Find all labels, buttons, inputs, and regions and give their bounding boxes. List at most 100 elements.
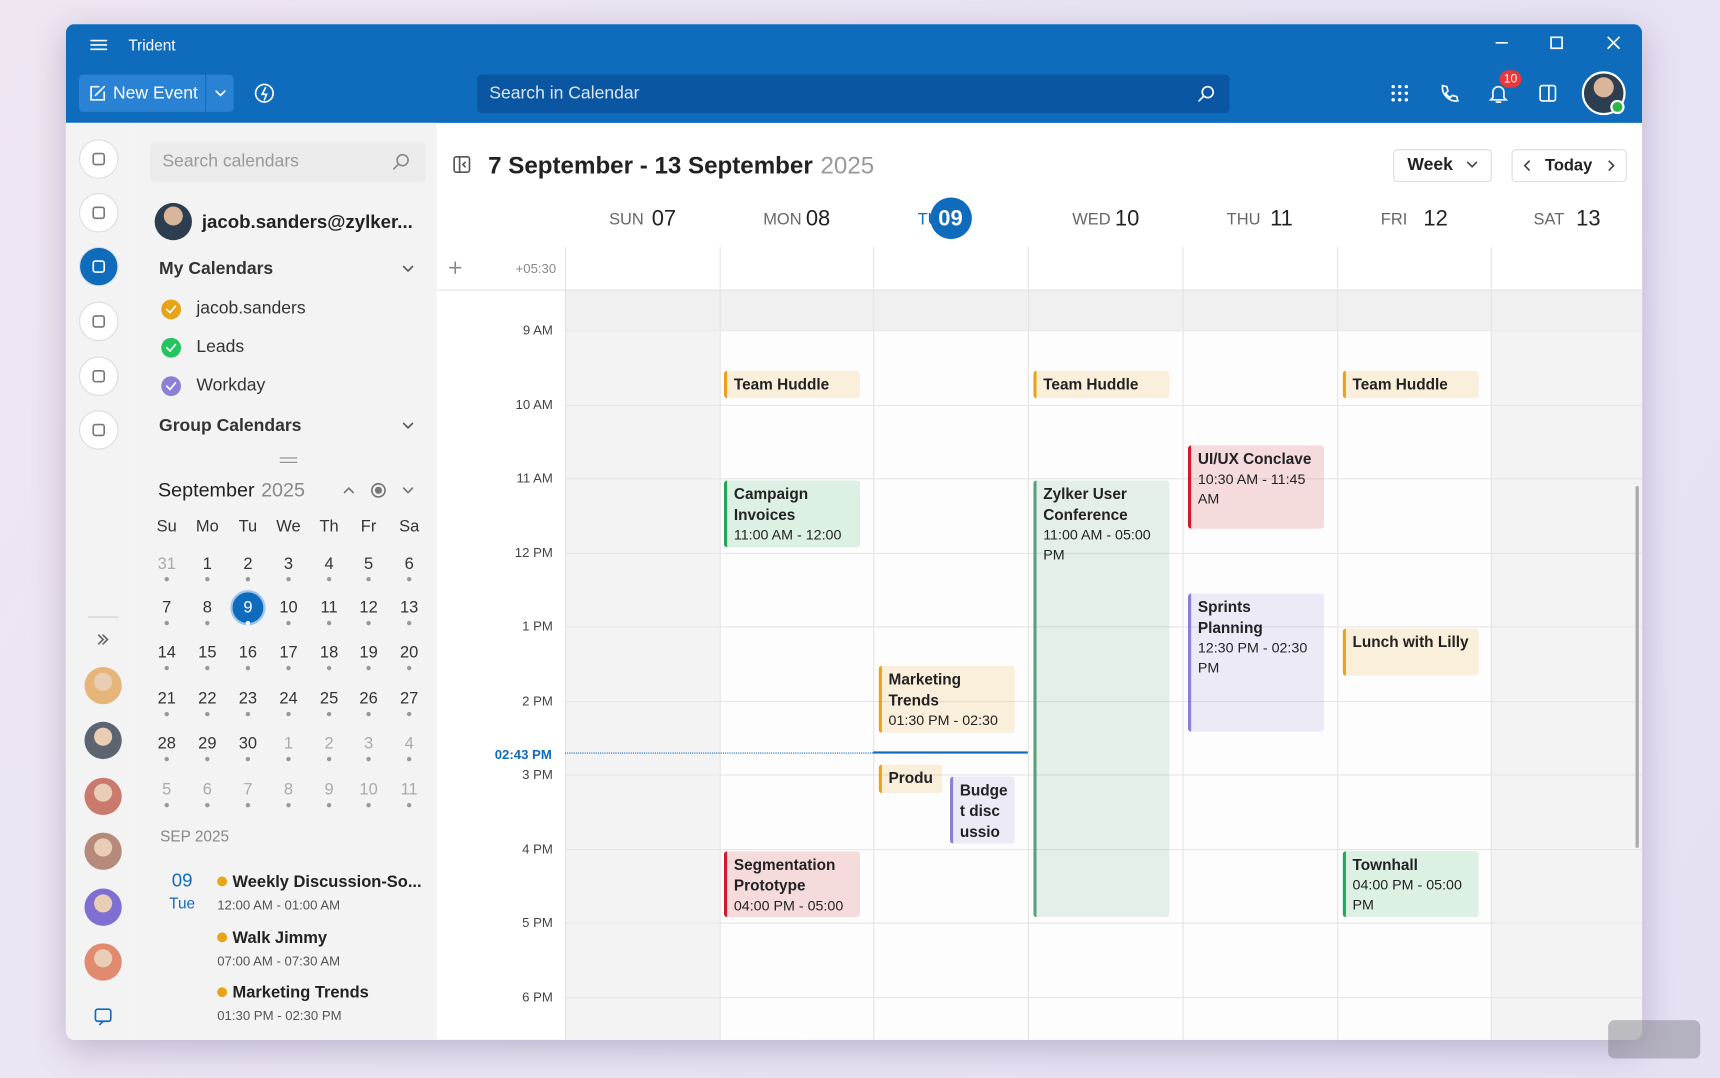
mini-day[interactable]: 23: [238, 689, 258, 709]
resize-handle[interactable]: [279, 457, 298, 463]
quick-action-button[interactable]: [252, 81, 276, 105]
new-event-dropdown[interactable]: [206, 74, 234, 112]
day-date[interactable]: 13: [1576, 206, 1601, 231]
mini-day[interactable]: 13: [400, 598, 419, 618]
mini-day[interactable]: 28: [157, 734, 176, 754]
minimize-button[interactable]: [1490, 31, 1514, 55]
event[interactable]: Townhall 04:00 PM - 05:00 PM: [1342, 851, 1479, 918]
event[interactable]: Budget discussion: [949, 776, 1015, 844]
panel-button[interactable]: [1536, 81, 1560, 105]
mini-day[interactable]: 29: [198, 734, 217, 754]
contact-avatar[interactable]: [84, 722, 122, 760]
mini-day[interactable]: 7: [162, 598, 172, 618]
group-calendars-toggle[interactable]: [396, 414, 420, 438]
mini-day[interactable]: 22: [198, 689, 217, 709]
mini-day[interactable]: 20: [400, 643, 419, 663]
mini-day[interactable]: 21: [157, 689, 176, 709]
next-week-button[interactable]: [1599, 154, 1623, 178]
close-button[interactable]: [1602, 31, 1626, 55]
apps-button[interactable]: [1388, 81, 1412, 105]
mini-day[interactable]: 3: [363, 734, 374, 754]
rail-button[interactable]: [78, 301, 119, 342]
my-calendars-toggle[interactable]: [396, 257, 420, 281]
calendar-search-box[interactable]: [150, 142, 426, 183]
mini-day[interactable]: 30: [238, 734, 258, 754]
agenda-title[interactable]: Marketing Trends: [232, 983, 369, 1003]
mini-day[interactable]: 11: [320, 598, 338, 618]
my-calendars-heading[interactable]: My Calendars: [159, 259, 274, 279]
mini-day[interactable]: 25: [319, 689, 339, 709]
mini-day[interactable]: 27: [400, 689, 419, 709]
overlay-control[interactable]: [1608, 1020, 1701, 1059]
search-icon[interactable]: [1195, 81, 1219, 105]
calendar-checkbox[interactable]: [161, 299, 181, 320]
mini-day[interactable]: 8: [202, 598, 212, 618]
contact-avatar[interactable]: [84, 943, 122, 981]
mini-today[interactable]: [366, 478, 390, 502]
mini-day[interactable]: 4: [324, 554, 334, 574]
new-event-button[interactable]: [78, 74, 206, 112]
agenda-title[interactable]: Weekly Discussion-So...: [232, 872, 422, 892]
mini-day[interactable]: 11: [400, 780, 418, 800]
menu-button[interactable]: [87, 33, 111, 57]
contact-avatar[interactable]: [84, 777, 122, 815]
mini-day[interactable]: 18: [319, 643, 339, 663]
toggle-sidebar-button[interactable]: [450, 152, 474, 176]
maximize-button[interactable]: [1544, 31, 1568, 55]
calendar-checkbox[interactable]: [161, 376, 181, 396]
mini-prev[interactable]: [337, 478, 361, 502]
contact-avatar[interactable]: [84, 666, 122, 705]
today-button[interactable]: Today: [1545, 156, 1593, 175]
calendar-name[interactable]: Leads: [196, 337, 245, 357]
mini-day[interactable]: 5: [162, 780, 172, 800]
calendar-name[interactable]: Workday: [196, 376, 266, 395]
event[interactable]: Zylker User Conference 11:00 AM - 05:00 P…: [1033, 480, 1170, 918]
event[interactable]: Campaign Invoices 11:00 AM - 12:00: [723, 480, 861, 548]
day-date[interactable]: 10: [1114, 206, 1140, 231]
notifications-button[interactable]: [1486, 81, 1510, 105]
event[interactable]: Team Huddle: [1033, 370, 1170, 399]
mini-day[interactable]: 10: [279, 598, 298, 618]
mini-day[interactable]: 14: [157, 643, 176, 663]
event[interactable]: Produc: [878, 764, 943, 794]
event[interactable]: Team Huddle: [1342, 370, 1479, 399]
mini-day[interactable]: 31: [157, 554, 176, 574]
call-button[interactable]: [1437, 81, 1461, 105]
mini-day[interactable]: 9: [243, 598, 253, 618]
mini-day[interactable]: 6: [404, 554, 414, 574]
calendar-checkbox[interactable]: [161, 337, 181, 358]
mini-day[interactable]: 17: [279, 643, 298, 663]
day-date[interactable]: 11: [1270, 206, 1293, 231]
contact-avatar[interactable]: [84, 832, 122, 871]
contact-avatar[interactable]: [84, 888, 122, 926]
event[interactable]: Sprints Planning 12:30 PM - 02:30 PM: [1187, 593, 1325, 732]
mini-day[interactable]: 5: [363, 554, 374, 574]
add-all-day-button[interactable]: [443, 256, 467, 280]
mini-day[interactable]: 12: [359, 598, 378, 618]
mini-day[interactable]: 1: [202, 554, 212, 574]
mini-day[interactable]: 3: [283, 554, 294, 574]
mini-day[interactable]: 7: [243, 780, 253, 800]
event[interactable]: Lunch with Lilly: [1342, 628, 1479, 676]
chat-button[interactable]: [91, 1004, 115, 1028]
mini-day[interactable]: 1: [283, 734, 294, 754]
mini-day[interactable]: 19: [359, 643, 378, 663]
event[interactable]: UI/UX Conclave 10:30 AM - 11:45 AM: [1187, 445, 1325, 529]
prev-week-button[interactable]: [1515, 154, 1539, 178]
calendar-name[interactable]: jacob.sanders: [196, 299, 306, 319]
mini-day[interactable]: 15: [198, 643, 217, 663]
mini-day[interactable]: 8: [283, 780, 294, 800]
calendar-search[interactable]: [477, 74, 1230, 113]
rail-button[interactable]: [78, 139, 119, 179]
mini-next[interactable]: [396, 478, 420, 502]
mini-day[interactable]: 26: [359, 689, 378, 709]
mini-day[interactable]: 2: [324, 734, 334, 754]
mini-day[interactable]: 16: [238, 643, 258, 663]
day-date[interactable]: 08: [805, 206, 831, 231]
mini-day[interactable]: 2: [243, 554, 253, 574]
day-date[interactable]: 09: [938, 206, 963, 231]
mini-day[interactable]: 6: [202, 780, 212, 800]
group-calendars-heading[interactable]: Group Calendars: [159, 416, 302, 436]
mini-day[interactable]: 9: [324, 780, 334, 800]
agenda-title[interactable]: Walk Jimmy: [232, 928, 328, 947]
